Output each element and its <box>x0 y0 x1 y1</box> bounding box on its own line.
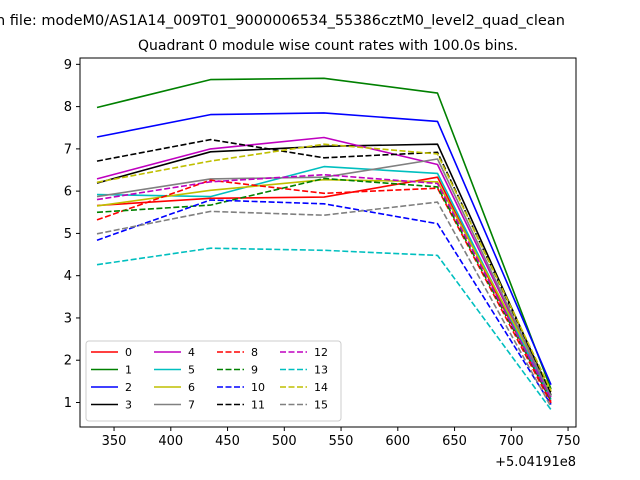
x-tick-label: 350 <box>102 434 127 449</box>
y-tick-label: 2 <box>64 354 72 369</box>
legend-label-8: 8 <box>251 346 258 359</box>
series-line-10 <box>96 199 552 406</box>
series-line-15 <box>96 201 552 408</box>
y-tick-label: 7 <box>64 142 72 157</box>
y-tick-label: 5 <box>64 227 72 242</box>
y-tick-label: 3 <box>64 311 72 326</box>
legend-label-3: 3 <box>125 399 132 412</box>
y-tick-label: 6 <box>64 185 72 200</box>
x-axis: 350 400 450 500 550 600 650 700 750 <box>102 427 581 449</box>
y-tick-label: 1 <box>64 396 72 411</box>
legend-label-10: 10 <box>251 381 265 394</box>
legend-label-1: 1 <box>125 364 132 377</box>
legend-label-14: 14 <box>314 381 328 394</box>
series-line-9 <box>96 177 552 401</box>
series-line-4 <box>96 136 552 398</box>
x-tick-label: 750 <box>556 434 581 449</box>
y-tick-label: 9 <box>64 58 72 73</box>
x-axis-offset-label: +5.04191e8 <box>495 455 576 470</box>
series-line-2 <box>96 112 552 386</box>
series-line-12 <box>96 173 552 400</box>
figure-suptitle: h file: modeM0/AS1A14_009T01_9000006534_… <box>0 13 565 29</box>
legend-label-2: 2 <box>125 381 132 394</box>
x-tick-label: 550 <box>329 434 354 449</box>
series-line-6 <box>96 178 552 393</box>
legend-label-13: 13 <box>314 364 328 377</box>
legend-label-4: 4 <box>188 346 195 359</box>
series-line-14 <box>96 143 552 391</box>
legend-box <box>85 340 342 422</box>
y-axis: 1 2 3 4 5 6 7 8 9 <box>64 58 80 411</box>
y-tick-label: 4 <box>64 269 72 284</box>
legend-label-11: 11 <box>251 399 265 412</box>
legend-label-5: 5 <box>188 364 195 377</box>
series-line-11 <box>96 138 552 394</box>
legend-label-15: 15 <box>314 399 328 412</box>
legend-label-6: 6 <box>188 381 195 394</box>
x-tick-label: 500 <box>272 434 297 449</box>
x-tick-label: 400 <box>158 434 183 449</box>
legend-label-9: 9 <box>251 364 258 377</box>
x-tick-label: 600 <box>385 434 410 449</box>
legend-label-7: 7 <box>188 399 195 412</box>
x-tick-label: 450 <box>215 434 240 449</box>
legend-label-0: 0 <box>125 346 132 359</box>
x-tick-label: 650 <box>442 434 467 449</box>
plot-area <box>96 77 552 411</box>
chart-title: Quadrant 0 module wise count rates with … <box>138 38 518 54</box>
series-line-7 <box>96 158 552 397</box>
axes-frame <box>79 57 577 428</box>
series-line-3 <box>96 143 552 396</box>
series-line-1 <box>96 77 552 390</box>
legend-label-12: 12 <box>314 346 328 359</box>
x-tick-label: 700 <box>499 434 524 449</box>
y-tick-label: 8 <box>64 100 72 115</box>
series-line-8 <box>96 179 552 404</box>
